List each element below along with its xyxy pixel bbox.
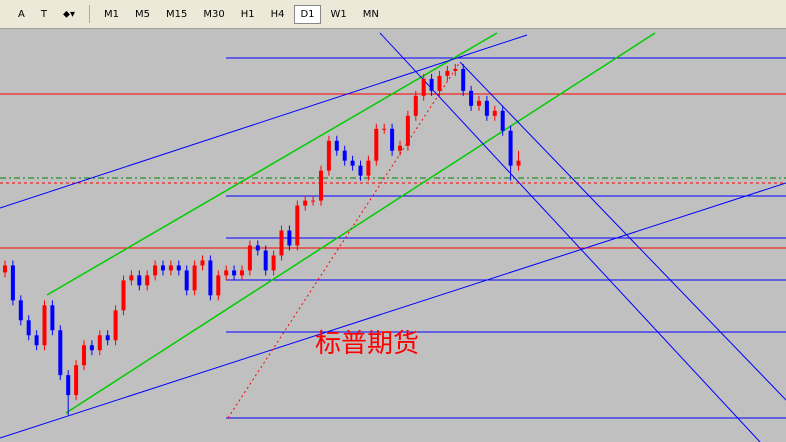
drawings <box>0 32 786 442</box>
candle-body <box>477 100 481 106</box>
trendline <box>459 61 786 401</box>
candle-body <box>263 250 268 271</box>
candle-body <box>10 265 15 301</box>
candle-body <box>398 145 402 151</box>
candle-body <box>232 270 237 276</box>
channel <box>65 32 656 414</box>
candle-body <box>461 68 466 91</box>
candle-body <box>421 78 426 96</box>
candle-body <box>145 275 150 286</box>
candle-body <box>192 265 197 291</box>
candle-body <box>326 140 331 171</box>
candle-body <box>453 68 458 71</box>
candle-body <box>50 305 55 331</box>
period-button[interactable]: H1 <box>240 8 255 20</box>
candle-body <box>208 260 213 296</box>
candle-body <box>200 260 205 266</box>
candle-body <box>216 275 221 296</box>
candle-body <box>334 140 339 151</box>
candle-body <box>113 310 118 341</box>
period-button[interactable]: H4 <box>270 8 285 20</box>
candle-body <box>34 335 39 346</box>
candle-body <box>240 270 244 276</box>
candle-body <box>484 100 489 116</box>
candle-body <box>161 265 165 271</box>
candle-body <box>121 280 126 311</box>
candle-body <box>168 265 173 271</box>
candle-body <box>445 70 450 76</box>
tool-button[interactable]: T <box>40 8 47 20</box>
candle-body <box>66 375 71 396</box>
candle-body <box>469 90 474 106</box>
candle-body <box>319 170 323 201</box>
trendline <box>227 61 461 419</box>
candle-body <box>18 300 23 321</box>
candle-body <box>89 345 94 351</box>
channel <box>46 32 498 296</box>
candle-body <box>358 165 363 176</box>
candle-body <box>3 265 7 273</box>
toolbar: A T ⬥▾ M1 M5 M15 M30 H1 H4 D1 W1 MN <box>0 0 786 29</box>
period-button[interactable]: M5 <box>134 8 150 20</box>
shapes-menu[interactable]: ⬥▾ <box>62 8 75 20</box>
period-button[interactable]: M15 <box>165 8 188 20</box>
trendline <box>379 32 761 442</box>
candle-body <box>255 245 260 251</box>
period-button[interactable]: M1 <box>103 8 119 20</box>
candle-body <box>82 345 86 366</box>
candle-body <box>508 130 513 166</box>
candle-body <box>390 128 395 151</box>
period-button[interactable]: D1 <box>294 4 321 24</box>
candle-body <box>366 160 371 176</box>
candle-body <box>153 265 158 276</box>
candle-body <box>279 230 284 256</box>
trendline <box>0 182 786 439</box>
candle-body <box>350 160 355 166</box>
candle-body <box>374 128 379 161</box>
candle-body <box>224 270 229 276</box>
candle-body <box>437 75 442 91</box>
period-button[interactable]: W1 <box>330 8 347 20</box>
candle-body <box>342 150 347 161</box>
period-button[interactable]: M30 <box>203 8 225 20</box>
candle-body <box>42 305 47 346</box>
candle-body <box>405 115 410 146</box>
candle-body <box>247 245 252 271</box>
candle-body <box>129 275 134 281</box>
candle-body <box>105 335 110 341</box>
candle-body <box>97 335 102 351</box>
candle-body <box>500 110 505 131</box>
candle-body <box>26 320 31 336</box>
candle-body <box>271 255 276 271</box>
candle-body <box>516 160 521 166</box>
candle-body <box>492 110 497 116</box>
candle-body <box>184 270 189 291</box>
candle-body <box>303 200 308 206</box>
watermark: 标普期货 <box>315 329 419 359</box>
period-button[interactable]: MN <box>362 8 379 20</box>
candle-body <box>176 265 181 271</box>
candle-body <box>58 330 63 376</box>
candle-body <box>429 78 434 91</box>
candle-body <box>311 200 316 202</box>
candle-body <box>295 205 300 246</box>
tool-button[interactable]: A <box>18 8 25 20</box>
candle-body <box>74 365 79 396</box>
trendline <box>0 34 528 209</box>
candle-body <box>137 275 142 286</box>
candle-body <box>382 128 387 130</box>
candle-body <box>413 95 418 116</box>
chart-bg <box>0 29 786 442</box>
candle-body <box>287 230 292 246</box>
